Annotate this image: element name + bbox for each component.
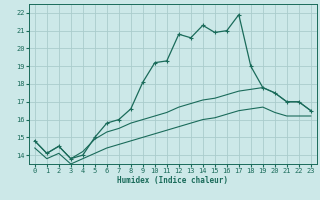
X-axis label: Humidex (Indice chaleur): Humidex (Indice chaleur) [117, 176, 228, 185]
